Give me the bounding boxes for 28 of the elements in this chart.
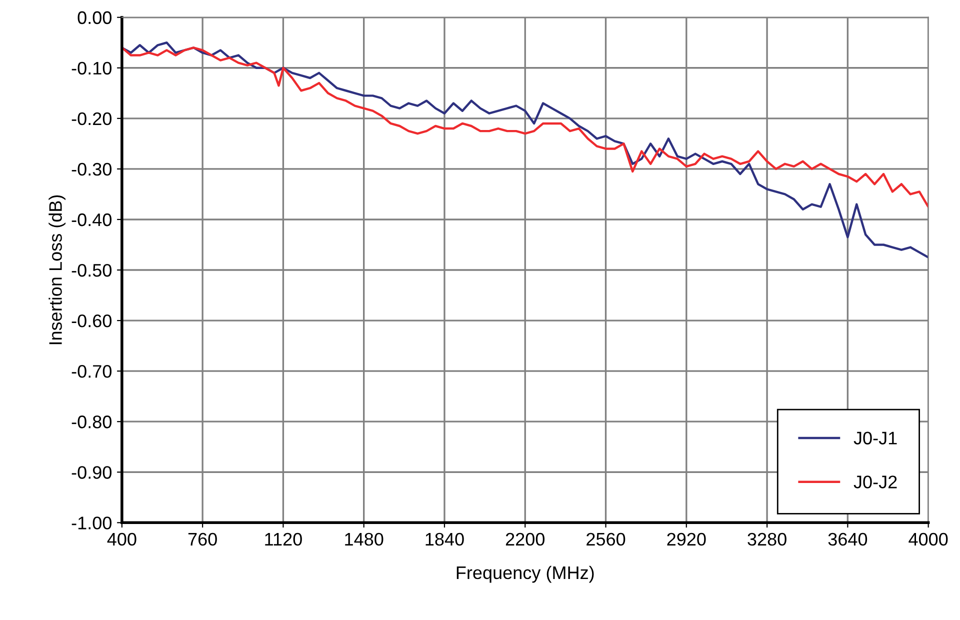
x-tick-label: 1840: [426, 532, 464, 546]
line-series: [122, 46, 928, 208]
x-tick-label: 2200: [506, 532, 544, 546]
x-tick-label: 760: [188, 532, 217, 546]
y-axis-title: Insertion Loss (dB): [48, 195, 66, 344]
x-tick-label: 400: [107, 532, 136, 546]
line-series: [122, 42, 928, 258]
x-tick-label: 2560: [586, 532, 626, 546]
x-tick-label: 3640: [828, 532, 868, 546]
y-tick-label: -0.90: [72, 466, 112, 479]
x-tick-label: 3280: [748, 532, 786, 546]
legend-label: J0-J1: [854, 432, 897, 444]
y-tick-label: -0.20: [72, 112, 112, 126]
y-tick-label: -0.50: [72, 264, 112, 277]
y-tick-label: -0.80: [72, 416, 112, 428]
y-tick-label: -1.00: [72, 516, 112, 530]
x-axis-title: Frequency (MHz): [456, 566, 594, 583]
y-tick-label: -0.40: [72, 213, 112, 226]
x-tick-label: 1480: [345, 532, 384, 546]
y-tick-label: -0.10: [72, 62, 112, 75]
x-tick-label: 4000: [908, 532, 948, 546]
y-tick-label: -0.60: [72, 314, 112, 328]
y-tick-label: 0.00: [78, 11, 112, 24]
y-tick-label: -0.70: [72, 365, 112, 378]
x-tick-label: 2920: [667, 532, 706, 546]
legend-label: J0-J2: [854, 476, 897, 488]
x-tick-label: 1120: [265, 532, 302, 546]
y-tick-label: -0.30: [72, 162, 112, 176]
